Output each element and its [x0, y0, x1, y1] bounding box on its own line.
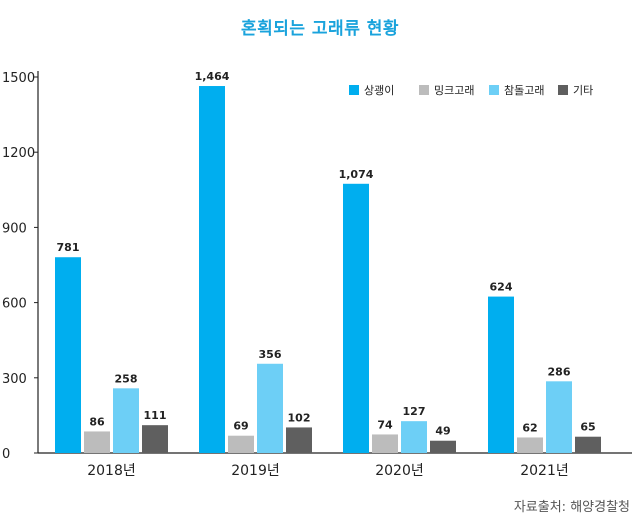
bar — [546, 381, 572, 453]
bar — [372, 434, 398, 453]
data-label: 1,074 — [339, 168, 374, 181]
data-label: 62 — [522, 421, 537, 434]
y-tick-label: 1200 — [2, 146, 35, 161]
legend-swatch — [558, 85, 568, 95]
bar — [430, 440, 456, 453]
data-label: 1,464 — [195, 70, 230, 83]
data-label: 127 — [403, 405, 426, 418]
chart-title: 혼획되는 고래류 현황 — [240, 19, 400, 39]
data-label: 624 — [490, 281, 513, 294]
data-label: 69 — [233, 420, 248, 433]
legend: 상괭이 밍크고래 참돌고래 기타 — [349, 84, 593, 97]
bar — [343, 183, 369, 453]
bar — [517, 437, 543, 453]
y-tick-label: 0 — [2, 447, 10, 462]
data-label: 102 — [288, 411, 311, 424]
legend-label: 밍크고래 — [434, 84, 474, 97]
x-tick-label: 2020년 — [375, 463, 424, 479]
bar — [55, 257, 81, 453]
x-tick-label: 2021년 — [520, 463, 569, 479]
x-tick-label: 2018년 — [87, 463, 136, 479]
source-note: 자료출처: 해양경찰청 — [513, 500, 630, 515]
data-label: 286 — [548, 365, 571, 378]
data-label: 258 — [115, 372, 138, 385]
bar — [286, 427, 312, 453]
bar — [199, 86, 225, 454]
y-tick-label: 1500 — [2, 71, 35, 86]
data-label: 49 — [435, 425, 450, 438]
bar — [488, 296, 514, 453]
legend-label: 기타 — [573, 84, 593, 97]
data-label: 86 — [89, 415, 105, 428]
bar — [142, 425, 168, 453]
data-label: 781 — [57, 241, 80, 254]
bar — [575, 436, 601, 453]
bar — [113, 388, 139, 453]
data-label: 356 — [259, 348, 282, 361]
data-label: 111 — [144, 409, 167, 422]
y-tick-label: 600 — [2, 297, 27, 312]
bar — [228, 435, 254, 453]
bar — [84, 431, 110, 453]
y-tick-label: 300 — [2, 372, 27, 387]
bars: 781 86 258 111 1,464 69 356 102 1,074 74 127 49 624 6… — [55, 70, 601, 454]
bar — [401, 421, 427, 453]
bar — [257, 363, 283, 453]
legend-swatch — [419, 85, 429, 95]
y-tick-label: 900 — [2, 221, 27, 236]
data-label: 74 — [377, 418, 393, 431]
legend-label: 상괭이 — [364, 84, 394, 97]
axes: 0 300 600 900 1200 1500 2018년 2019년 2020년 2021년 — [2, 71, 632, 479]
legend-swatch — [349, 85, 359, 95]
legend-label: 참돌고래 — [504, 84, 544, 97]
legend-swatch — [489, 85, 499, 95]
data-label: 65 — [580, 421, 595, 434]
x-tick-label: 2019년 — [231, 463, 280, 479]
